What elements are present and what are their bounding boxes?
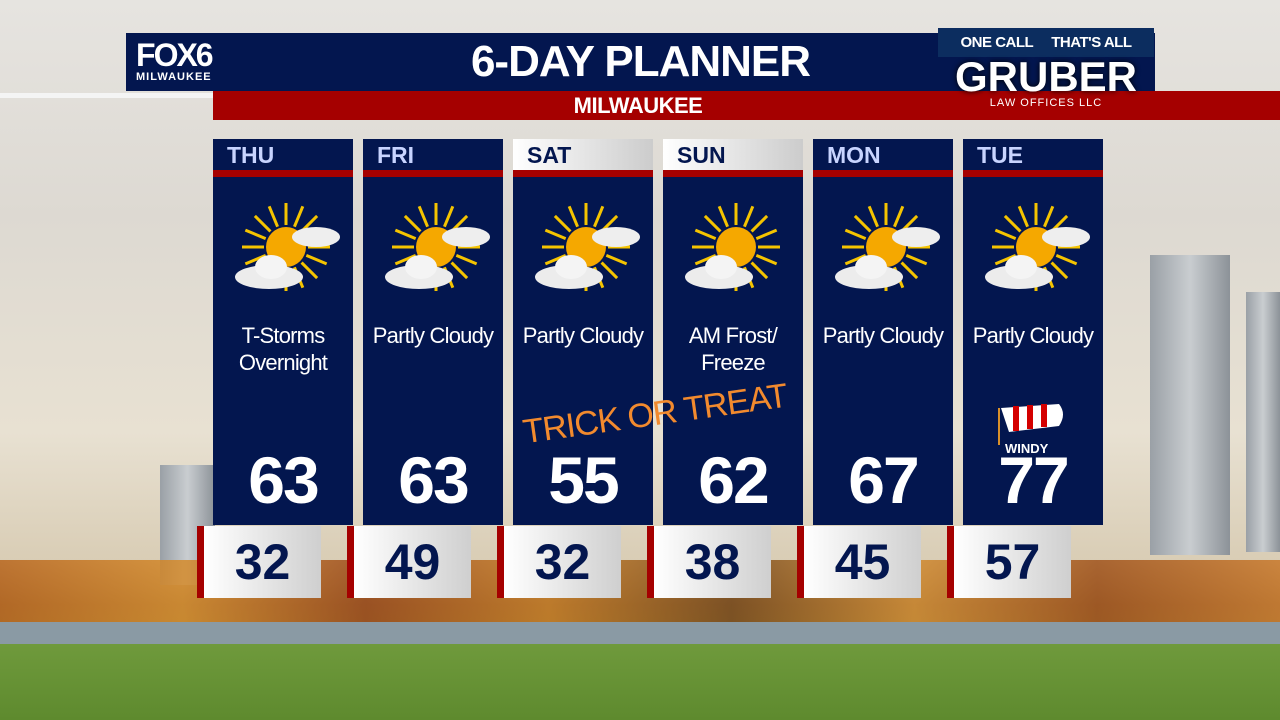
partly-cloudy-icon — [831, 199, 941, 299]
partly-cloudy-icon — [981, 199, 1091, 299]
divider — [663, 170, 803, 177]
high-temp: 55 — [548, 443, 619, 517]
condition-text: Partly Cloudy — [522, 323, 644, 348]
location-label: MILWAUKEE — [573, 93, 703, 118]
day-column-tue: TUE Partly Cloudy 77 — [963, 139, 1103, 525]
condition-text: Partly Cloudy — [372, 323, 494, 348]
background-water — [0, 622, 1280, 644]
background-grass — [0, 644, 1280, 720]
mostly-sunny-icon — [681, 199, 791, 299]
background-building — [1246, 292, 1280, 552]
windy-annotation: WINDY — [995, 400, 1070, 460]
high-temp: 63 — [248, 443, 319, 517]
day-column-sat: SAT Partly Cloudy 55 — [513, 139, 653, 525]
divider — [513, 170, 653, 177]
condition-text: T-Storms Overnight — [238, 323, 328, 375]
condition-text: Partly Cloudy — [972, 323, 1094, 348]
day-column-sun: SUN AM Frost/Freeze 62 — [663, 139, 803, 525]
divider — [813, 170, 953, 177]
high-temp: 67 — [848, 443, 919, 517]
day-label: THU — [213, 139, 353, 170]
high-temp: 63 — [398, 443, 469, 517]
page-title: 6-DAY PLANNER — [470, 37, 811, 86]
background-building — [1150, 255, 1230, 555]
day-column-fri: FRI Partly Cloudy 63 — [363, 139, 503, 525]
sponsor-logo: ONE CALL THAT'S ALL GRUBER LAW OFFICES L… — [938, 28, 1154, 109]
windsock-icon — [998, 404, 1063, 445]
divider — [213, 170, 353, 177]
condition-text: AM Frost/Freeze — [688, 323, 778, 375]
title-bar: FOX6 MILWAUKEE 6-DAY PLANNER — [126, 33, 1155, 91]
low-temp: 38 — [647, 526, 771, 598]
location-bar: MILWAUKEE — [213, 91, 1280, 120]
high-temp: 77 — [998, 443, 1069, 517]
day-label: SAT — [513, 139, 653, 170]
low-temp: 45 — [797, 526, 921, 598]
day-label: MON — [813, 139, 953, 170]
partly-cloudy-icon — [381, 199, 491, 299]
partly-cloudy-icon — [231, 199, 341, 299]
divider — [363, 170, 503, 177]
divider — [963, 170, 1103, 177]
condition-text: Partly Cloudy — [822, 323, 944, 348]
day-label: TUE — [963, 139, 1103, 170]
day-column-thu: THU T-Storms Overnight 63 — [213, 139, 353, 525]
low-temp: 49 — [347, 526, 471, 598]
day-label: SUN — [663, 139, 803, 170]
low-temp: 32 — [497, 526, 621, 598]
high-temp: 62 — [698, 443, 769, 517]
low-temp: 57 — [947, 526, 1071, 598]
day-column-mon: MON Partly Cloudy 67 — [813, 139, 953, 525]
divider — [0, 93, 213, 98]
low-temp: 32 — [197, 526, 321, 598]
day-label: FRI — [363, 139, 503, 170]
fox6-logo: FOX6 MILWAUKEE — [136, 37, 214, 83]
partly-cloudy-icon — [531, 199, 641, 299]
